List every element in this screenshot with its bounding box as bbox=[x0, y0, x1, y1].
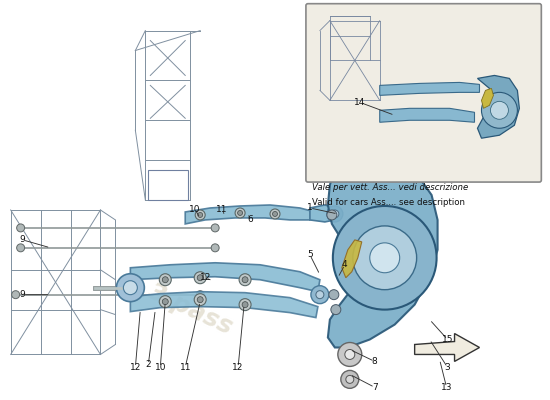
Text: 12: 12 bbox=[200, 273, 211, 282]
Text: 9: 9 bbox=[20, 290, 25, 299]
Bar bbox=[1, 1, 310, 399]
Circle shape bbox=[370, 243, 400, 273]
Text: 3: 3 bbox=[445, 363, 450, 372]
Polygon shape bbox=[379, 82, 480, 95]
Circle shape bbox=[239, 299, 251, 311]
Circle shape bbox=[196, 291, 204, 299]
Circle shape bbox=[195, 210, 205, 220]
Circle shape bbox=[331, 210, 339, 218]
Text: 3 pass: 3 pass bbox=[356, 256, 403, 284]
Circle shape bbox=[338, 342, 362, 366]
Polygon shape bbox=[185, 205, 315, 224]
Circle shape bbox=[238, 210, 243, 216]
Circle shape bbox=[333, 206, 437, 310]
Text: 10: 10 bbox=[189, 206, 201, 214]
Text: 15: 15 bbox=[442, 335, 453, 344]
Text: 12: 12 bbox=[233, 363, 244, 372]
Polygon shape bbox=[477, 76, 519, 138]
Circle shape bbox=[481, 92, 518, 128]
Circle shape bbox=[341, 370, 359, 388]
Text: Valid for cars Ass.... see description: Valid for cars Ass.... see description bbox=[312, 198, 465, 207]
Polygon shape bbox=[415, 334, 480, 362]
Text: 11: 11 bbox=[216, 206, 228, 214]
FancyBboxPatch shape bbox=[306, 4, 541, 182]
Text: 3 pass: 3 pass bbox=[144, 280, 236, 340]
Text: Vale per vett. Ass... vedi descrizione: Vale per vett. Ass... vedi descrizione bbox=[312, 183, 468, 192]
Circle shape bbox=[16, 224, 25, 232]
Circle shape bbox=[12, 291, 20, 299]
Circle shape bbox=[329, 290, 339, 300]
Text: 4: 4 bbox=[342, 260, 348, 269]
Circle shape bbox=[16, 244, 25, 252]
Text: 14: 14 bbox=[354, 98, 365, 107]
Circle shape bbox=[197, 212, 203, 218]
Circle shape bbox=[327, 210, 337, 220]
Text: 6: 6 bbox=[247, 216, 253, 224]
Circle shape bbox=[242, 302, 248, 308]
Circle shape bbox=[211, 244, 219, 252]
Text: 12: 12 bbox=[130, 363, 141, 372]
Circle shape bbox=[162, 277, 168, 283]
Polygon shape bbox=[481, 88, 493, 108]
Text: 13: 13 bbox=[441, 383, 452, 392]
Circle shape bbox=[160, 296, 171, 308]
Circle shape bbox=[194, 294, 206, 306]
Text: 11: 11 bbox=[179, 363, 191, 372]
Circle shape bbox=[491, 101, 508, 119]
Polygon shape bbox=[379, 108, 475, 122]
Circle shape bbox=[270, 209, 280, 219]
Polygon shape bbox=[130, 263, 320, 292]
Text: 8: 8 bbox=[372, 357, 378, 366]
Circle shape bbox=[331, 305, 341, 315]
Circle shape bbox=[239, 274, 251, 286]
Circle shape bbox=[346, 375, 354, 383]
Circle shape bbox=[353, 226, 417, 290]
Circle shape bbox=[272, 212, 278, 216]
Text: 2: 2 bbox=[146, 360, 151, 369]
Text: 10: 10 bbox=[155, 363, 166, 372]
Circle shape bbox=[197, 297, 203, 303]
Circle shape bbox=[162, 299, 168, 305]
Polygon shape bbox=[328, 165, 438, 348]
Text: 7: 7 bbox=[372, 383, 378, 392]
Polygon shape bbox=[342, 240, 362, 278]
Circle shape bbox=[123, 281, 138, 295]
Bar bbox=[148, 170, 188, 200]
Polygon shape bbox=[130, 292, 318, 318]
Circle shape bbox=[211, 224, 219, 232]
Circle shape bbox=[197, 275, 203, 281]
Text: 9: 9 bbox=[20, 235, 25, 244]
Circle shape bbox=[311, 286, 329, 304]
Circle shape bbox=[117, 274, 144, 302]
Circle shape bbox=[194, 272, 206, 284]
Circle shape bbox=[345, 350, 355, 360]
Polygon shape bbox=[310, 205, 335, 222]
Text: 1: 1 bbox=[307, 204, 313, 212]
Circle shape bbox=[316, 291, 324, 299]
Circle shape bbox=[242, 277, 248, 283]
Circle shape bbox=[160, 274, 171, 286]
Text: 5: 5 bbox=[307, 250, 313, 259]
Circle shape bbox=[235, 208, 245, 218]
Circle shape bbox=[327, 206, 343, 222]
